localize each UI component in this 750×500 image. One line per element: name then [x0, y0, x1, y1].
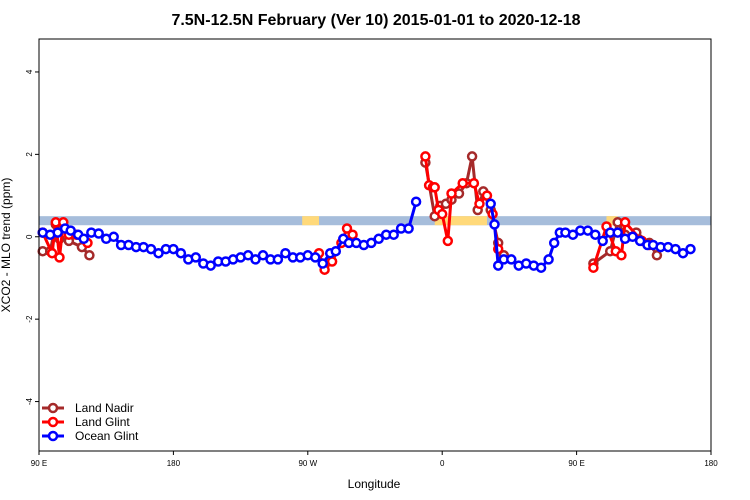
y-tick-label: 2 [25, 152, 34, 157]
data-point-ocean-glint [670, 243, 681, 255]
x-axis-label: Longitude [348, 477, 401, 491]
x-tick-label: 90 E [31, 459, 47, 468]
data-point-land-glint [436, 208, 448, 220]
data-point-ocean-glint [366, 237, 377, 249]
data-point-ocean-glint [685, 243, 696, 255]
data-point-ocean-glint [548, 237, 560, 249]
land-segment [434, 216, 487, 226]
y-axis: 4 2 0 -2 -4 [25, 69, 39, 405]
x-tick-label: 90 E [568, 459, 584, 468]
data-point-ocean-glint [485, 198, 496, 210]
y-tick-label: 0 [25, 234, 34, 239]
data-point-land-glint [326, 256, 338, 267]
y-tick-label: -4 [25, 397, 34, 405]
legend-item-land-glint: Land Glint [42, 415, 130, 429]
data-point-ocean-glint [93, 228, 104, 239]
data-point-ocean-glint [257, 250, 269, 261]
y-tick-label: 4 [25, 69, 34, 74]
legend-label-ocean-glint: Ocean Glint [75, 429, 139, 443]
series-land-glint [37, 151, 655, 275]
data-point-ocean-glint [272, 254, 284, 265]
data-point-ocean-glint [250, 254, 261, 265]
data-point-ocean-glint [190, 252, 202, 263]
data-point-land-nadir [84, 250, 95, 261]
legend-item-ocean-glint: Ocean Glint [42, 429, 139, 443]
data-point-ocean-glint [175, 247, 187, 259]
data-point-ocean-glint [388, 229, 399, 240]
legend-marker-land-glint [47, 416, 59, 428]
data-point-ocean-glint [410, 196, 422, 207]
x-tick-label: 180 [704, 459, 718, 468]
data-point-land-glint [468, 177, 480, 189]
legend-label-land-nadir: Land Nadir [75, 401, 134, 415]
data-point-ocean-glint [108, 231, 119, 243]
land-segment [606, 216, 618, 226]
data-point-ocean-glint [205, 260, 216, 271]
data-point-ocean-glint [280, 247, 291, 259]
series-layer [37, 151, 696, 275]
y-tick-label: -2 [25, 315, 34, 323]
data-point-ocean-glint [317, 258, 328, 269]
data-point-ocean-glint [506, 254, 517, 265]
data-point-ocean-glint [492, 260, 504, 271]
data-point-land-glint [457, 177, 468, 189]
data-point-land-glint [619, 217, 631, 228]
data-point-ocean-glint [543, 254, 554, 265]
reference-band [39, 216, 711, 226]
chart-title: 7.5N-12.5N February (Ver 10) 2015-01-01 … [171, 12, 580, 29]
data-point-ocean-glint [153, 247, 164, 259]
data-point-ocean-glint [677, 247, 689, 259]
data-point-ocean-glint [634, 235, 646, 247]
data-point-land-glint [588, 262, 599, 273]
data-point-land-glint [341, 223, 353, 234]
data-point-ocean-glint [145, 243, 157, 255]
data-point-land-glint [46, 247, 58, 259]
data-point-ocean-glint [489, 219, 500, 230]
data-point-ocean-glint [597, 235, 608, 247]
x-tick-label: 90 W [298, 459, 317, 468]
data-point-land-glint [616, 250, 627, 261]
data-point-land-glint [420, 151, 431, 162]
legend: Land Nadir Land Glint Ocean Glint [42, 401, 139, 443]
data-point-land-glint [474, 198, 485, 210]
data-point-land-glint [347, 229, 358, 240]
data-point-ocean-glint [567, 229, 579, 240]
data-point-ocean-glint [403, 223, 414, 234]
data-point-land-glint [429, 182, 440, 193]
y-axis-label: XCO2 - MLO trend (ppm) [0, 178, 13, 313]
data-point-ocean-glint [65, 225, 76, 236]
data-point-ocean-glint [52, 227, 63, 238]
data-point-land-glint [54, 252, 65, 263]
data-point-ocean-glint [78, 233, 90, 245]
data-point-ocean-glint [168, 243, 179, 255]
data-point-land-nadir [466, 151, 478, 162]
data-point-ocean-glint [310, 252, 321, 263]
data-point-ocean-glint [582, 225, 594, 236]
legend-marker-land-nadir [47, 402, 59, 414]
land-segment [302, 216, 319, 226]
plot-frame [38, 38, 712, 452]
data-point-land-glint [442, 235, 454, 247]
x-tick-label: 180 [167, 459, 181, 468]
legend-label-land-glint: Land Glint [75, 415, 130, 429]
data-point-land-glint [481, 190, 493, 201]
data-point-ocean-glint [590, 229, 601, 240]
x-axis: 90 E 180 90 W 0 90 E 180 [31, 451, 718, 468]
data-point-land-glint [446, 188, 457, 199]
data-point-ocean-glint [535, 262, 547, 273]
plot-area [37, 38, 712, 452]
data-point-ocean-glint [612, 227, 623, 238]
band-layer [39, 216, 711, 226]
series-ocean-glint [37, 196, 696, 273]
data-point-ocean-glint [330, 245, 342, 257]
x-tick-label: 0 [440, 459, 445, 468]
data-point-land-nadir [651, 250, 663, 261]
legend-item-land-nadir: Land Nadir [42, 401, 134, 415]
data-point-ocean-glint [242, 250, 254, 261]
data-point-ocean-glint [373, 233, 384, 245]
legend-marker-ocean-glint [47, 430, 59, 442]
data-point-ocean-glint [627, 231, 638, 243]
